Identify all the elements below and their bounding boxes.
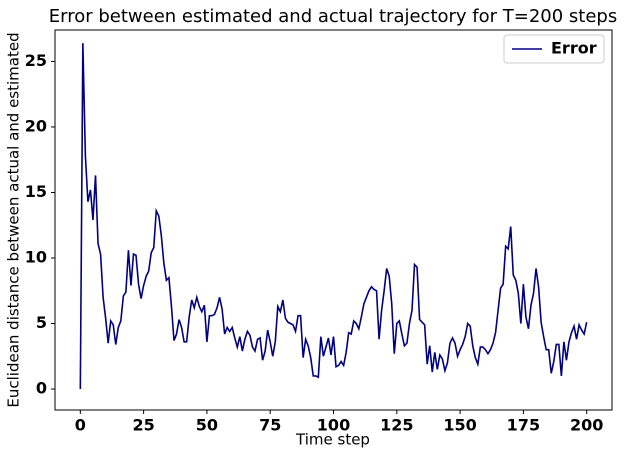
- x-tick-label: 125: [380, 416, 413, 435]
- x-tick-label: 50: [196, 416, 218, 435]
- x-tick-label: 150: [443, 416, 476, 435]
- y-tick-label: 25: [25, 51, 47, 70]
- y-tick-label: 20: [25, 116, 47, 135]
- x-tick-label: 75: [259, 416, 281, 435]
- legend-label: Error: [551, 39, 597, 58]
- y-axis-label: Euclidean distance between actual and es…: [5, 32, 23, 407]
- y-tick-label: 5: [36, 313, 47, 332]
- chart-title: Error between estimated and actual traje…: [49, 6, 618, 27]
- x-axis-label: Time step: [295, 431, 370, 449]
- y-tick-label: 10: [25, 248, 47, 267]
- x-tick-label: 175: [507, 416, 540, 435]
- y-tick-label: 0: [36, 379, 47, 398]
- plot-area: [54, 29, 613, 411]
- x-tick-label: 0: [75, 416, 86, 435]
- y-tick-label: 15: [25, 182, 47, 201]
- x-tick-label: 200: [570, 416, 603, 435]
- x-tick-label: 25: [132, 416, 154, 435]
- legend-box: [503, 34, 605, 64]
- x-tick-label: 100: [317, 416, 350, 435]
- data-line: [79, 43, 588, 390]
